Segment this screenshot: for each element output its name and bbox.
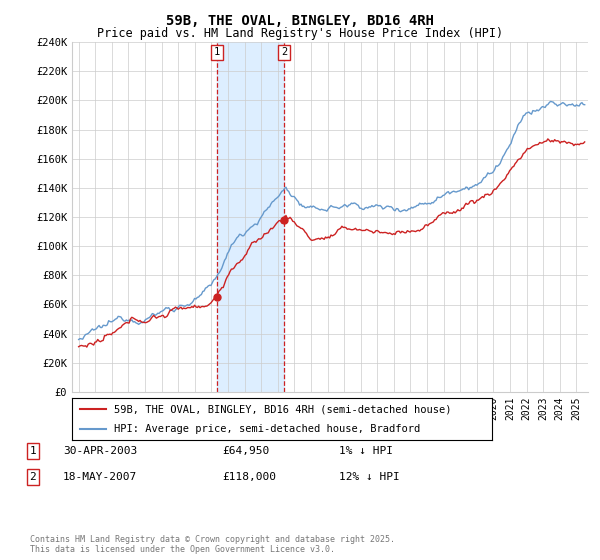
Text: Contains HM Land Registry data © Crown copyright and database right 2025.
This d: Contains HM Land Registry data © Crown c… [30,535,395,554]
Bar [217,42,284,392]
Text: 12% ↓ HPI: 12% ↓ HPI [339,472,400,482]
59B, THE OVAL, BINGLEY, BD16 4RH (semi-detached house) [247,242,254,249]
Text: Price paid vs. HM Land Registry's House Price Index (HPI): Price paid vs. HM Land Registry's House … [97,27,503,40]
HPI: Average price, semi-detached house, Bradford: (2e+03, 3.6e+04): Average price, semi-detached house, Brad… [75,336,82,343]
59B, THE OVAL, BINGLEY, BD16 4RH (semi-detached house) [140,319,148,326]
Text: 59B, THE OVAL, BINGLEY, BD16 4RH: 59B, THE OVAL, BINGLEY, BD16 4RH [166,14,434,28]
59B, THE OVAL, BINGLEY, BD16 4RH (semi-detached house) [160,312,167,319]
59B, THE OVAL, BINGLEY, BD16 4RH (semi-detached house) [573,141,580,148]
HPI: Average price, semi-detached house, Bradford: (2.03e+03, 1.97e+05): Average price, semi-detached house, Brad… [581,101,588,108]
Line: HPI: Average price, semi-detached house, Bradford: HPI: Average price, semi-detached house,… [79,101,584,339]
Text: 30-APR-2003: 30-APR-2003 [63,446,137,456]
HPI: Average price, semi-detached house, Bradford: (2e+03, 4.75e+04): Average price, semi-detached house, Brad… [139,319,146,326]
Text: 18-MAY-2007: 18-MAY-2007 [63,472,137,482]
Line: 59B, THE OVAL, BINGLEY, BD16 4RH (semi-detached house): 59B, THE OVAL, BINGLEY, BD16 4RH (semi-d… [79,139,584,347]
HPI: Average price, semi-detached house, Bradford: (2.01e+03, 1.27e+05): Average price, semi-detached house, Brad… [333,204,340,211]
59B, THE OVAL, BINGLEY, BD16 4RH (semi-detached house) [334,226,341,233]
HPI: Average price, semi-detached house, Bradford: (2.02e+03, 1.36e+05): Average price, semi-detached house, Brad… [446,190,453,197]
59B, THE OVAL, BINGLEY, BD16 4RH (semi-detached house) [75,343,82,350]
59B, THE OVAL, BINGLEY, BD16 4RH (semi-detached house) [544,136,551,142]
59B, THE OVAL, BINGLEY, BD16 4RH (semi-detached house) [83,344,91,351]
Text: £118,000: £118,000 [222,472,276,482]
Text: HPI: Average price, semi-detached house, Bradford: HPI: Average price, semi-detached house,… [114,424,420,434]
59B, THE OVAL, BINGLEY, BD16 4RH (semi-detached house) [448,209,455,216]
Text: 2: 2 [29,472,37,482]
HPI: Average price, semi-detached house, Bradford: (2.01e+03, 1.12e+05): Average price, semi-detached house, Brad… [245,226,253,232]
HPI: Average price, semi-detached house, Bradford: (2.02e+03, 1.99e+05): Average price, semi-detached house, Brad… [547,98,554,105]
Text: 1: 1 [29,446,37,456]
Text: £64,950: £64,950 [222,446,269,456]
Text: 1: 1 [214,47,220,57]
HPI: Average price, semi-detached house, Bradford: (2e+03, 5.54e+04): Average price, semi-detached house, Brad… [158,308,166,315]
Text: 59B, THE OVAL, BINGLEY, BD16 4RH (semi-detached house): 59B, THE OVAL, BINGLEY, BD16 4RH (semi-d… [114,404,452,414]
HPI: Average price, semi-detached house, Bradford: (2.02e+03, 1.96e+05): Average price, semi-detached house, Brad… [572,103,579,110]
Text: 1% ↓ HPI: 1% ↓ HPI [339,446,393,456]
Text: 2: 2 [281,47,287,57]
59B, THE OVAL, BINGLEY, BD16 4RH (semi-detached house) [581,138,588,145]
